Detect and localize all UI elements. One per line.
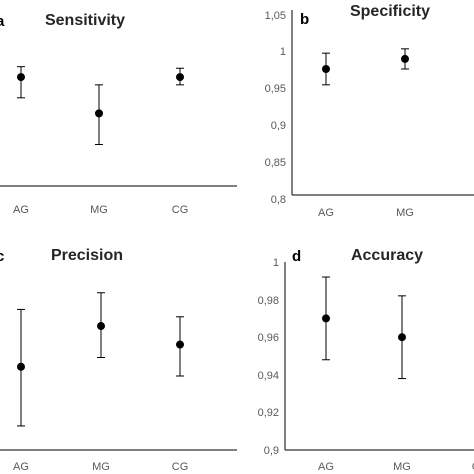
panel-letter-d: d — [292, 248, 301, 265]
panel-letter-a: a — [0, 13, 5, 30]
data-point — [17, 73, 25, 82]
panel-d-accuracy: d Accuracy 1 0,98 0,96 0,94 0,92 0,9 AG … — [237, 237, 474, 474]
chart-specificity: b Specificity 1,05 1 0,95 0,9 0,85 0,8 A… — [265, 3, 474, 219]
x-tick-label: AG — [13, 204, 29, 216]
y-tick-label: 0,92 — [258, 407, 279, 419]
panel-c-precision: c Precision AG MG CG — [0, 237, 237, 474]
data-point — [95, 109, 103, 118]
chart-accuracy: d Accuracy 1 0,98 0,96 0,94 0,92 0,9 AG … — [258, 247, 474, 473]
x-tick-label: CG — [172, 204, 189, 216]
data-point — [17, 362, 25, 371]
y-tick-label: 1 — [280, 46, 286, 58]
x-tick-label: AG — [13, 461, 29, 473]
chart-sensitivity: a Sensitivity AG MG CG — [0, 12, 237, 216]
x-tick-label: MG — [393, 461, 411, 473]
panel-a-sensitivity: a Sensitivity AG MG CG — [0, 0, 237, 237]
y-tick-label: 0,8 — [271, 194, 286, 206]
panel-letter-c: c — [0, 248, 4, 265]
chart-title-specificity: Specificity — [350, 3, 430, 20]
y-tick-label: 0,96 — [258, 332, 279, 344]
x-tick-label: AG — [318, 207, 334, 219]
data-point — [97, 322, 105, 331]
chart-title-precision: Precision — [51, 247, 123, 264]
chart-precision: c Precision AG MG CG — [0, 247, 237, 473]
x-tick-label: CG — [172, 461, 189, 473]
y-tick-label: 0,98 — [258, 295, 279, 307]
y-tick-label: 0,94 — [258, 370, 279, 382]
data-point — [322, 65, 330, 73]
chart-title-sensitivity: Sensitivity — [45, 12, 125, 29]
x-tick-label: MG — [92, 461, 110, 473]
y-tick-label: 0,95 — [265, 83, 286, 95]
y-tick-label: 0,9 — [271, 120, 286, 132]
data-point — [176, 73, 184, 82]
y-tick-label: 1,05 — [265, 10, 286, 22]
data-point — [176, 340, 184, 349]
data-point — [398, 333, 406, 342]
chart-title-accuracy: Accuracy — [351, 247, 423, 264]
y-tick-label: 0,9 — [264, 445, 279, 457]
panel-letter-b: b — [300, 11, 309, 28]
y-tick-label: 0,85 — [265, 157, 286, 169]
panel-b-specificity: b Specificity 1,05 1 0,95 0,9 0,85 0,8 A… — [237, 0, 474, 237]
x-tick-label: CG — [472, 461, 474, 473]
x-tick-label: AG — [318, 461, 334, 473]
y-tick-label: 1 — [273, 257, 279, 269]
data-point — [322, 314, 330, 323]
x-tick-label: MG — [396, 207, 414, 219]
x-tick-label: MG — [90, 204, 108, 216]
data-point — [401, 54, 409, 63]
